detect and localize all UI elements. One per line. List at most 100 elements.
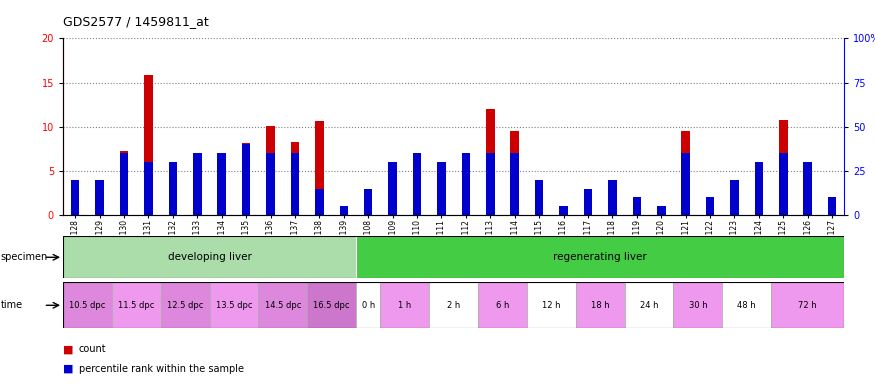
Text: time: time xyxy=(1,300,23,310)
Bar xyxy=(559,212,568,215)
Bar xyxy=(388,162,397,215)
Bar xyxy=(438,162,445,215)
Bar xyxy=(722,282,771,328)
Text: 12.5 dpc: 12.5 dpc xyxy=(167,301,203,310)
Bar xyxy=(120,151,129,215)
Bar xyxy=(218,153,226,215)
Text: GDS2577 / 1459811_at: GDS2577 / 1459811_at xyxy=(63,15,209,28)
Bar xyxy=(486,153,494,215)
Text: 1 h: 1 h xyxy=(398,301,411,310)
Bar xyxy=(120,153,129,215)
Bar xyxy=(364,189,373,215)
Bar xyxy=(535,180,543,215)
Bar xyxy=(706,197,714,215)
Bar xyxy=(608,180,617,215)
Bar xyxy=(242,144,250,215)
Bar xyxy=(340,206,348,215)
Bar xyxy=(478,282,527,328)
Bar xyxy=(364,206,373,215)
Text: ■: ■ xyxy=(63,364,74,374)
Text: 16.5 dpc: 16.5 dpc xyxy=(313,301,350,310)
Bar xyxy=(242,142,250,215)
Bar xyxy=(559,206,568,215)
Bar xyxy=(731,180,738,215)
Bar xyxy=(193,153,201,215)
Bar xyxy=(771,282,844,328)
Bar xyxy=(633,197,641,215)
Bar xyxy=(779,120,788,215)
Bar xyxy=(356,282,381,328)
Bar xyxy=(209,282,258,328)
Bar xyxy=(290,142,299,215)
Bar xyxy=(828,197,836,215)
Bar xyxy=(731,193,738,215)
Bar xyxy=(161,282,209,328)
Text: specimen: specimen xyxy=(1,252,48,262)
Bar xyxy=(625,282,674,328)
Text: 13.5 dpc: 13.5 dpc xyxy=(215,301,252,310)
Bar xyxy=(266,153,275,215)
Bar xyxy=(430,282,478,328)
Bar xyxy=(144,76,153,215)
Bar xyxy=(413,198,422,215)
Bar xyxy=(95,180,104,215)
Bar xyxy=(754,174,763,215)
Bar xyxy=(63,282,112,328)
Bar xyxy=(381,282,430,328)
Text: 2 h: 2 h xyxy=(447,301,460,310)
Bar xyxy=(535,213,543,215)
Text: percentile rank within the sample: percentile rank within the sample xyxy=(79,364,244,374)
Bar xyxy=(112,282,161,328)
Bar xyxy=(95,195,104,215)
Bar xyxy=(657,206,666,215)
Bar xyxy=(754,162,763,215)
Bar xyxy=(803,180,812,215)
Bar xyxy=(356,236,844,278)
Bar xyxy=(307,282,356,328)
Bar xyxy=(218,171,226,215)
Text: 72 h: 72 h xyxy=(798,301,817,310)
Bar xyxy=(706,210,714,215)
Bar xyxy=(315,189,324,215)
Bar xyxy=(315,121,324,215)
Bar xyxy=(510,131,519,215)
Bar xyxy=(576,282,625,328)
Bar xyxy=(657,213,666,215)
Bar xyxy=(462,171,470,215)
Text: 11.5 dpc: 11.5 dpc xyxy=(118,301,155,310)
Bar xyxy=(258,282,307,328)
Bar xyxy=(438,162,445,215)
Bar xyxy=(169,162,177,215)
Bar xyxy=(340,207,348,215)
Bar xyxy=(803,162,812,215)
Bar xyxy=(510,153,519,215)
Text: 18 h: 18 h xyxy=(591,301,610,310)
Bar xyxy=(674,282,722,328)
Bar xyxy=(608,189,617,215)
Bar xyxy=(169,193,177,215)
Text: 48 h: 48 h xyxy=(738,301,756,310)
Bar xyxy=(486,109,494,215)
Text: 10.5 dpc: 10.5 dpc xyxy=(69,301,106,310)
Text: 30 h: 30 h xyxy=(689,301,707,310)
Bar xyxy=(71,212,80,215)
Bar xyxy=(290,153,299,215)
Text: regenerating liver: regenerating liver xyxy=(553,252,648,262)
Text: ■: ■ xyxy=(63,344,74,354)
Text: count: count xyxy=(79,344,107,354)
Bar xyxy=(682,153,690,215)
Bar xyxy=(388,168,397,215)
Bar xyxy=(63,236,356,278)
Text: 14.5 dpc: 14.5 dpc xyxy=(264,301,301,310)
Bar xyxy=(462,153,470,215)
Bar xyxy=(527,282,576,328)
Bar xyxy=(144,162,153,215)
Bar xyxy=(682,131,690,215)
Text: 6 h: 6 h xyxy=(496,301,509,310)
Bar xyxy=(779,153,788,215)
Bar xyxy=(71,180,80,215)
Text: developing liver: developing liver xyxy=(168,252,251,262)
Bar xyxy=(633,205,641,215)
Text: 0 h: 0 h xyxy=(361,301,374,310)
Bar xyxy=(413,153,422,215)
